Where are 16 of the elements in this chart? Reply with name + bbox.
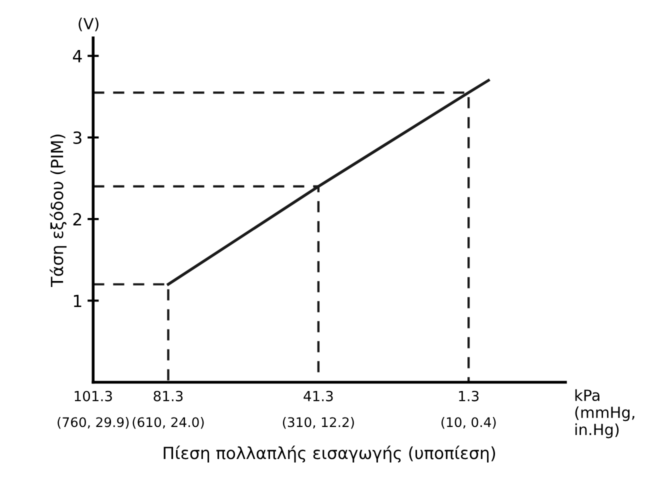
text: (760, 29.9) <box>58 416 129 429</box>
x-tick-label: 81.3 <box>154 390 183 402</box>
text: (610, 24.0) <box>132 416 204 429</box>
text: (10, 0.4) <box>442 416 496 429</box>
y-axis-title: Τάση εξόδου (PIM) <box>50 134 67 288</box>
y-tick-label: 2 <box>73 213 82 226</box>
x-axis-title: Πίεση πολλαπλής εισαγωγής (υποπίεση) <box>164 446 496 463</box>
y-tick-label: 3 <box>73 131 82 144</box>
text: (V) <box>78 18 98 32</box>
y-tick-label: 1 <box>74 294 82 307</box>
x-tick-label: 41.3 <box>304 390 333 402</box>
text: kPa (mmHg, in.Hg) <box>575 389 634 438</box>
text: (310, 12.2) <box>282 416 354 429</box>
y-tick-label: 4 <box>72 50 82 62</box>
x-tick-label: 1.3 <box>459 390 479 402</box>
x-tick-label: 101.3 <box>74 390 112 402</box>
